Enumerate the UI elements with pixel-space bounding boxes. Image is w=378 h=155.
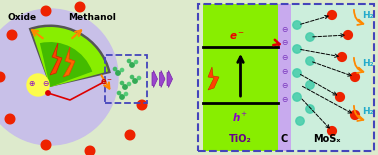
Circle shape [328, 127, 336, 135]
Circle shape [75, 2, 85, 12]
Circle shape [113, 67, 116, 71]
Wedge shape [29, 24, 111, 87]
Text: H₂: H₂ [362, 58, 373, 67]
Circle shape [127, 82, 131, 86]
Text: Methanol: Methanol [68, 13, 116, 22]
Circle shape [293, 93, 301, 101]
Text: e$^-$: e$^-$ [100, 77, 113, 87]
Circle shape [27, 74, 49, 96]
Bar [291, 4, 371, 151]
Circle shape [7, 30, 17, 40]
Circle shape [293, 21, 301, 29]
FancyArrow shape [152, 71, 158, 88]
Polygon shape [63, 47, 75, 77]
Text: $\oplus$: $\oplus$ [28, 80, 36, 89]
Circle shape [41, 140, 51, 150]
Text: Oxide: Oxide [8, 13, 37, 22]
Circle shape [124, 92, 128, 96]
Bar [198, 4, 374, 151]
FancyArrow shape [160, 71, 165, 88]
Text: C: C [281, 134, 288, 144]
Circle shape [137, 76, 141, 80]
Circle shape [85, 146, 95, 155]
Circle shape [120, 95, 124, 99]
Text: $\ominus$: $\ominus$ [280, 66, 288, 75]
Circle shape [328, 11, 336, 19]
Text: $\ominus$: $\ominus$ [42, 80, 50, 89]
Wedge shape [40, 42, 92, 87]
Text: $\ominus$: $\ominus$ [280, 38, 288, 47]
Polygon shape [50, 43, 62, 75]
Circle shape [133, 79, 137, 83]
Circle shape [306, 57, 314, 65]
Circle shape [351, 73, 359, 81]
Bar [105, 55, 147, 103]
Circle shape [338, 53, 346, 61]
Circle shape [293, 69, 301, 77]
Circle shape [116, 71, 120, 75]
Circle shape [121, 68, 124, 72]
Circle shape [121, 81, 124, 85]
Text: H₂: H₂ [362, 11, 373, 20]
Circle shape [306, 33, 314, 41]
Text: TiO₂: TiO₂ [229, 134, 252, 144]
Circle shape [130, 75, 133, 79]
Circle shape [351, 111, 359, 119]
Circle shape [306, 81, 314, 89]
Circle shape [46, 91, 50, 95]
Wedge shape [31, 27, 108, 87]
Text: $\ominus$: $\ominus$ [280, 95, 288, 104]
Text: $\ominus$: $\ominus$ [280, 53, 288, 62]
Text: h$^+$: h$^+$ [232, 111, 249, 124]
Circle shape [0, 9, 118, 145]
Circle shape [137, 100, 147, 110]
Text: $\ominus$: $\ominus$ [280, 24, 288, 33]
Circle shape [130, 63, 134, 67]
Polygon shape [208, 67, 219, 90]
Bar [278, 4, 291, 151]
Circle shape [5, 114, 15, 124]
Circle shape [127, 59, 131, 63]
Circle shape [0, 72, 5, 82]
Bar [203, 4, 278, 151]
Circle shape [135, 60, 138, 64]
Text: MoSₓ: MoSₓ [313, 134, 341, 144]
Circle shape [296, 117, 304, 125]
Circle shape [293, 45, 301, 53]
Text: e$^-$: e$^-$ [229, 31, 245, 42]
Text: H₂: H₂ [362, 106, 373, 115]
Circle shape [125, 130, 135, 140]
Text: $\ominus$: $\ominus$ [280, 80, 288, 89]
Circle shape [123, 85, 127, 89]
Circle shape [336, 93, 344, 101]
FancyArrow shape [167, 71, 172, 88]
Circle shape [118, 91, 121, 95]
Circle shape [41, 6, 51, 16]
Circle shape [306, 105, 314, 113]
Circle shape [344, 31, 352, 39]
